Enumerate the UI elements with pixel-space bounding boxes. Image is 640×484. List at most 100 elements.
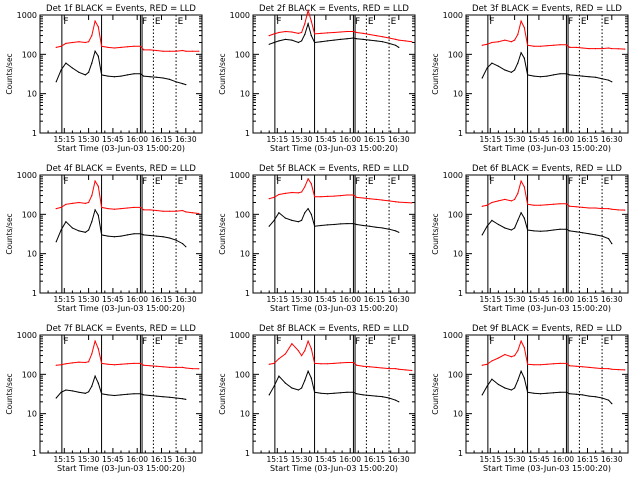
events-data-point [326, 224, 329, 226]
panel-title: Det 9f BLACK = Events, RED = LLD [472, 324, 622, 334]
lld-data-point [191, 50, 193, 52]
events-data-point [601, 235, 603, 237]
y-tick-label: 10 [240, 250, 250, 259]
lld-data-point [65, 363, 67, 365]
events-data-point [113, 394, 116, 397]
events-data-point [601, 397, 603, 399]
events-data-point [504, 69, 506, 71]
events-data-point [78, 391, 80, 393]
time-marker-label: F [276, 17, 281, 27]
events-data-point [143, 75, 145, 77]
lld-data-point [611, 368, 613, 370]
lld-data-point [185, 367, 187, 369]
x-tick-label: 16:00 [552, 295, 574, 304]
events-data-point [301, 219, 303, 221]
lld-data-point [149, 209, 151, 211]
events-data-point [539, 76, 542, 78]
lld-data-point [310, 20, 312, 22]
time-marker-label: F [568, 177, 573, 187]
lld-data-point [624, 48, 626, 50]
lld-data-point [71, 41, 73, 44]
lld-data-point [517, 33, 519, 36]
lld-data-point [78, 361, 80, 363]
events-data-point [375, 395, 377, 397]
events-data-point [314, 41, 316, 44]
lld-data-point [617, 369, 619, 371]
lld-data-point [310, 183, 312, 185]
events-series-line [268, 369, 400, 403]
x-tick-label: 16:15 [364, 455, 386, 464]
panel-title: Det 3f BLACK = Events, RED = LLD [472, 4, 622, 14]
time-marker-label: E [368, 17, 374, 27]
events-data-point [149, 76, 151, 78]
lld-data-point [624, 369, 626, 371]
lld-data-point [320, 363, 322, 365]
lld-data-point [278, 193, 280, 196]
time-marker-label: F [355, 177, 360, 187]
y-tick-label: 100 [22, 370, 37, 379]
events-data-point [588, 233, 590, 235]
lld-data-point [404, 201, 406, 204]
lld-data-point [569, 365, 571, 367]
lld-data-point [88, 361, 90, 363]
y-tick-label: 10 [240, 90, 250, 99]
x-tick-label: 16:15 [577, 295, 599, 304]
time-marker-label: E [581, 17, 587, 27]
lld-data-point [375, 366, 377, 368]
lld-data-point [582, 366, 584, 368]
events-data-point [175, 397, 177, 399]
events-data-point [333, 223, 335, 226]
lld-data-point [284, 353, 286, 355]
events-data-point [552, 74, 555, 76]
events-data-point [101, 393, 103, 395]
time-marker-label: F [63, 177, 68, 187]
events-data-point [97, 214, 99, 216]
lld-data-point [133, 362, 135, 364]
lld-data-point [486, 43, 488, 45]
lld-data-point [84, 361, 86, 364]
events-data-point [395, 44, 397, 46]
x-tick-label: 16:00 [339, 135, 361, 144]
lld-data-point [533, 204, 535, 206]
events-data-point [156, 395, 158, 397]
events-data-point [139, 393, 141, 395]
lld-data-point [575, 365, 577, 367]
events-data-point [510, 229, 512, 231]
lld-data-point [346, 30, 348, 33]
lld-data-point [497, 357, 499, 359]
events-data-point [273, 219, 275, 221]
lld-data-point [278, 358, 280, 360]
lld-data-point [362, 365, 364, 367]
events-data-point [307, 208, 309, 210]
lld-data-point [375, 35, 377, 37]
events-data-point [546, 230, 548, 232]
lld-data-point [169, 210, 171, 212]
events-data-point [78, 230, 80, 232]
lld-data-point [120, 208, 122, 210]
x-tick-label: 15:15 [479, 295, 501, 304]
lld-data-point [608, 368, 610, 370]
events-data-point [395, 230, 397, 232]
lld-data-point [143, 364, 145, 366]
lld-data-point [510, 41, 512, 43]
events-data-point [78, 71, 80, 73]
lld-data-point [175, 210, 177, 212]
events-data-point [565, 73, 568, 75]
y-tick-label: 1 [32, 449, 37, 458]
events-data-point [352, 223, 354, 225]
lld-data-point [611, 208, 613, 210]
x-tick-label: 16:30 [388, 455, 410, 464]
events-data-point [94, 375, 96, 377]
detector-panel-2: Det 2f BLACK = Events, RED = LLD 1 10 100 10… [218, 4, 416, 153]
lld-data-point [113, 47, 116, 49]
events-data-point [326, 40, 329, 42]
y-tick-label: 100 [448, 370, 463, 379]
time-marker-label: F [276, 337, 281, 347]
lld-data-point [113, 364, 116, 366]
lld-data-point [156, 209, 158, 212]
lld-data-point [65, 203, 67, 205]
events-data-point [278, 40, 280, 42]
lld-data-point [601, 208, 603, 210]
lld-data-point [297, 192, 299, 194]
